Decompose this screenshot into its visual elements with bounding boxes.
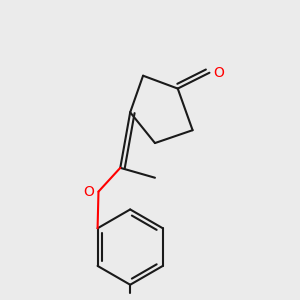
Text: O: O [213,66,224,80]
Text: O: O [84,184,94,199]
